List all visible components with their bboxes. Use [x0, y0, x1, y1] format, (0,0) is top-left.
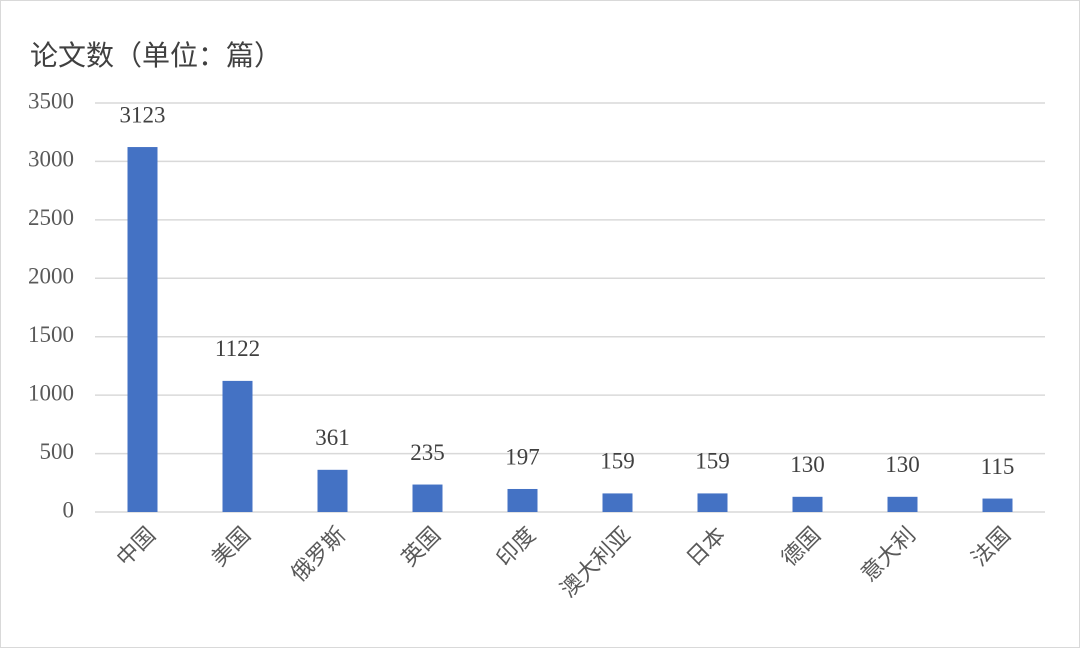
data-label: 130 — [790, 452, 825, 477]
bar — [602, 493, 633, 512]
bar — [127, 147, 158, 512]
chart-title: 论文数（单位：篇） — [30, 39, 282, 72]
y-tick-label: 1000 — [28, 380, 74, 405]
bar — [887, 496, 918, 512]
y-tick-label: 2000 — [28, 264, 74, 289]
bar — [697, 493, 728, 512]
bar — [507, 488, 538, 512]
y-tick-label: 0 — [63, 497, 75, 522]
bar — [982, 498, 1013, 512]
data-label: 159 — [695, 449, 730, 474]
y-tick-label: 3000 — [28, 147, 74, 172]
y-tick-label: 1500 — [28, 322, 74, 347]
data-label: 130 — [885, 452, 920, 477]
data-label: 115 — [981, 454, 1015, 479]
data-label: 235 — [410, 440, 445, 465]
data-label: 3123 — [120, 102, 166, 127]
bar — [222, 380, 253, 512]
bar — [317, 469, 348, 512]
bar — [792, 496, 823, 512]
y-tick-label: 3500 — [28, 88, 74, 113]
data-label: 197 — [505, 444, 540, 469]
bar — [412, 484, 443, 512]
y-tick-label: 500 — [40, 439, 75, 464]
data-label: 361 — [315, 425, 350, 450]
y-tick-label: 2500 — [28, 205, 74, 230]
data-label: 1122 — [215, 336, 260, 361]
data-label: 159 — [600, 449, 635, 474]
